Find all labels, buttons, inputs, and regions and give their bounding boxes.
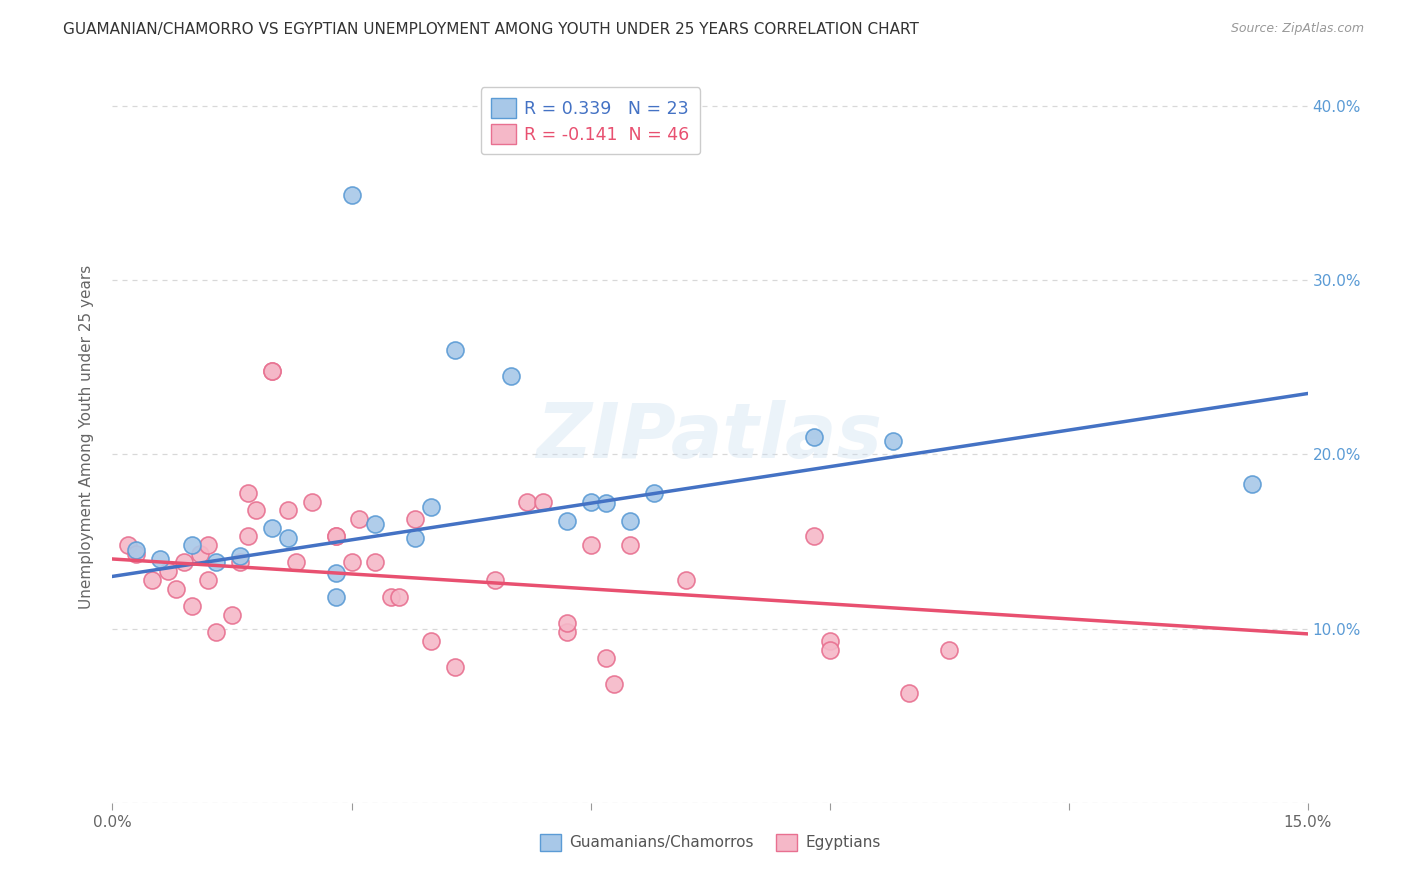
Point bbox=[882, 434, 904, 448]
Point bbox=[420, 500, 443, 514]
Point bbox=[325, 591, 347, 605]
Point bbox=[284, 556, 307, 570]
Point bbox=[420, 633, 443, 648]
Text: GUAMANIAN/CHAMORRO VS EGYPTIAN UNEMPLOYMENT AMONG YOUTH UNDER 25 YEARS CORRELATI: GUAMANIAN/CHAMORRO VS EGYPTIAN UNEMPLOYM… bbox=[63, 22, 920, 37]
Point bbox=[555, 616, 578, 631]
Point bbox=[277, 531, 299, 545]
Point bbox=[404, 512, 426, 526]
Point bbox=[555, 625, 578, 640]
Point bbox=[165, 582, 187, 596]
Point bbox=[444, 343, 467, 357]
Point bbox=[181, 538, 204, 552]
Y-axis label: Unemployment Among Youth under 25 years: Unemployment Among Youth under 25 years bbox=[79, 265, 94, 609]
Text: ZIPatlas: ZIPatlas bbox=[537, 401, 883, 474]
Point bbox=[197, 573, 219, 587]
Point bbox=[1240, 477, 1263, 491]
Point bbox=[898, 686, 921, 700]
Point bbox=[229, 549, 252, 563]
Point bbox=[149, 552, 172, 566]
Point bbox=[603, 677, 626, 691]
Point bbox=[229, 556, 252, 570]
Point bbox=[340, 188, 363, 202]
Point bbox=[157, 564, 180, 578]
Point bbox=[245, 503, 267, 517]
Point bbox=[803, 430, 825, 444]
Point bbox=[141, 573, 163, 587]
Text: Source: ZipAtlas.com: Source: ZipAtlas.com bbox=[1230, 22, 1364, 36]
Point bbox=[595, 651, 617, 665]
Point bbox=[531, 494, 554, 508]
Point bbox=[260, 364, 283, 378]
Point bbox=[125, 543, 148, 558]
Point bbox=[236, 529, 259, 543]
Point bbox=[117, 538, 139, 552]
Point bbox=[404, 531, 426, 545]
Point bbox=[579, 538, 602, 552]
Point bbox=[197, 538, 219, 552]
Legend: Guamanians/Chamorros, Egyptians: Guamanians/Chamorros, Egyptians bbox=[533, 828, 887, 857]
Point bbox=[260, 364, 283, 378]
Point bbox=[818, 642, 841, 657]
Point bbox=[555, 514, 578, 528]
Point bbox=[349, 512, 371, 526]
Point bbox=[595, 496, 617, 510]
Point bbox=[938, 642, 960, 657]
Point bbox=[188, 547, 211, 561]
Point bbox=[803, 529, 825, 543]
Point bbox=[340, 556, 363, 570]
Point bbox=[516, 494, 538, 508]
Point bbox=[364, 517, 387, 532]
Point bbox=[181, 599, 204, 613]
Point bbox=[380, 591, 402, 605]
Point bbox=[364, 556, 387, 570]
Point bbox=[484, 573, 506, 587]
Point bbox=[619, 514, 641, 528]
Point bbox=[260, 521, 283, 535]
Point bbox=[301, 494, 323, 508]
Point bbox=[205, 556, 228, 570]
Point bbox=[277, 503, 299, 517]
Point bbox=[388, 591, 411, 605]
Point bbox=[236, 485, 259, 500]
Point bbox=[579, 494, 602, 508]
Point bbox=[643, 485, 665, 500]
Point bbox=[325, 529, 347, 543]
Point bbox=[444, 660, 467, 674]
Point bbox=[675, 573, 697, 587]
Point bbox=[221, 607, 243, 622]
Point bbox=[325, 566, 347, 580]
Point bbox=[205, 625, 228, 640]
Point bbox=[325, 529, 347, 543]
Point bbox=[499, 369, 522, 384]
Point bbox=[125, 547, 148, 561]
Point bbox=[619, 538, 641, 552]
Point bbox=[818, 633, 841, 648]
Point bbox=[173, 556, 195, 570]
